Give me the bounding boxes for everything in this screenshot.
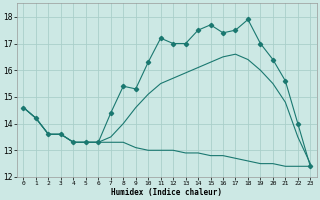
X-axis label: Humidex (Indice chaleur): Humidex (Indice chaleur) xyxy=(111,188,222,197)
